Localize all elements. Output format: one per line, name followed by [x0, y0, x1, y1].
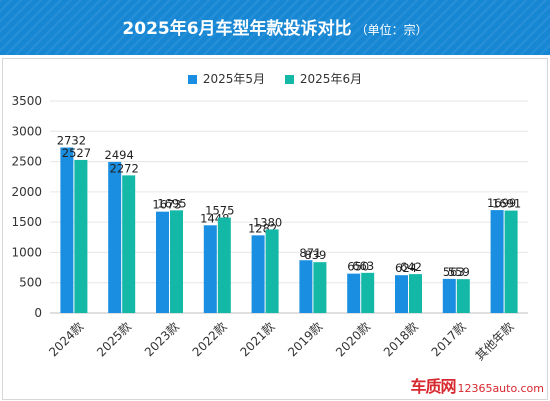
chart-unit: （单位：宗）	[355, 23, 428, 37]
bar-may	[299, 260, 313, 313]
data-label-june: 663	[352, 259, 374, 273]
y-tick-label: 3500	[11, 94, 42, 108]
data-label-june: 1380	[253, 215, 282, 229]
watermark: 车质网 12365auto.com	[410, 373, 544, 397]
bar-may	[442, 278, 456, 313]
legend-swatch-may	[187, 75, 197, 84]
chart-panel	[2, 58, 548, 400]
bar-june	[265, 229, 279, 313]
bar-may	[60, 147, 74, 313]
data-label-may: 2732	[57, 134, 86, 148]
data-label-june: 1575	[205, 204, 234, 218]
y-tick-label: 2000	[11, 185, 42, 199]
data-label-may: 650	[347, 260, 369, 274]
bar-may	[156, 211, 169, 313]
data-label-june: 839	[304, 248, 326, 262]
chart-header: 2025年6月车型年款投诉对比 （单位：宗）	[0, 0, 550, 55]
x-tick-label: 2025款	[94, 319, 134, 359]
legend-label-may: 2025年5月	[202, 72, 266, 86]
watermark-site: 12365auto.com	[457, 382, 544, 395]
y-tick-label: 500	[19, 276, 42, 290]
data-label-june: 2527	[62, 146, 91, 160]
bar-may	[203, 225, 217, 313]
x-tick-label: 2020款	[333, 319, 373, 359]
bar-june	[456, 279, 470, 313]
y-tick-label: 1500	[11, 215, 42, 229]
data-label-may: 871	[299, 246, 321, 260]
x-tick-label: 2017款	[429, 319, 469, 359]
chart-title: 2025年6月车型年款投诉对比	[122, 19, 352, 39]
bar-june	[170, 210, 183, 313]
x-tick-label: 2018款	[381, 319, 421, 359]
y-tick-label: 0	[34, 306, 42, 320]
bar-june	[504, 210, 518, 313]
bar-june	[313, 262, 327, 313]
legend-item-june: 2025年6月	[284, 70, 363, 87]
x-tick-label: 2019款	[285, 319, 325, 359]
data-label-june: 2272	[110, 161, 139, 175]
x-tick-label: 2022款	[190, 319, 230, 359]
bar-may	[395, 275, 408, 313]
bar-june	[409, 274, 422, 313]
data-label-may: 563	[443, 265, 465, 279]
x-tick-label: 2024款	[46, 319, 86, 359]
data-label-june: 1695	[157, 196, 186, 210]
page-title: 2025年6月车型年款投诉对比 （单位：宗）	[0, 14, 550, 39]
x-tick-label: 2021款	[237, 319, 277, 359]
legend-swatch-june	[284, 75, 294, 84]
legend-label-june: 2025年6月	[299, 72, 363, 86]
data-label-may: 2494	[105, 148, 134, 162]
bar-may	[251, 235, 265, 313]
data-label-may: 624	[395, 261, 417, 275]
chart-legend: 2025年5月 2025年6月	[0, 70, 550, 87]
data-label-may: 1699	[487, 196, 516, 210]
y-tick-label: 2500	[11, 155, 42, 169]
bar-june	[122, 175, 136, 313]
header-stripe-pattern	[0, 0, 550, 55]
legend-item-may: 2025年5月	[187, 70, 266, 87]
bar-june	[217, 217, 231, 313]
bar-may	[108, 161, 122, 313]
y-tick-label: 1000	[11, 245, 42, 259]
watermark-logo: 车质网	[410, 377, 456, 396]
bar-may	[490, 210, 504, 313]
bar-june	[74, 159, 88, 313]
x-tick-label: 其他年款	[473, 319, 517, 363]
bar-june	[361, 272, 375, 313]
y-tick-label: 3000	[11, 124, 42, 138]
data-label-may: 1673	[152, 198, 181, 212]
data-label-june: 559	[448, 265, 470, 279]
data-label-june: 642	[400, 260, 422, 274]
data-label-june: 1691	[492, 197, 521, 211]
bar-may	[347, 273, 361, 313]
x-tick-label: 2023款	[142, 319, 182, 359]
